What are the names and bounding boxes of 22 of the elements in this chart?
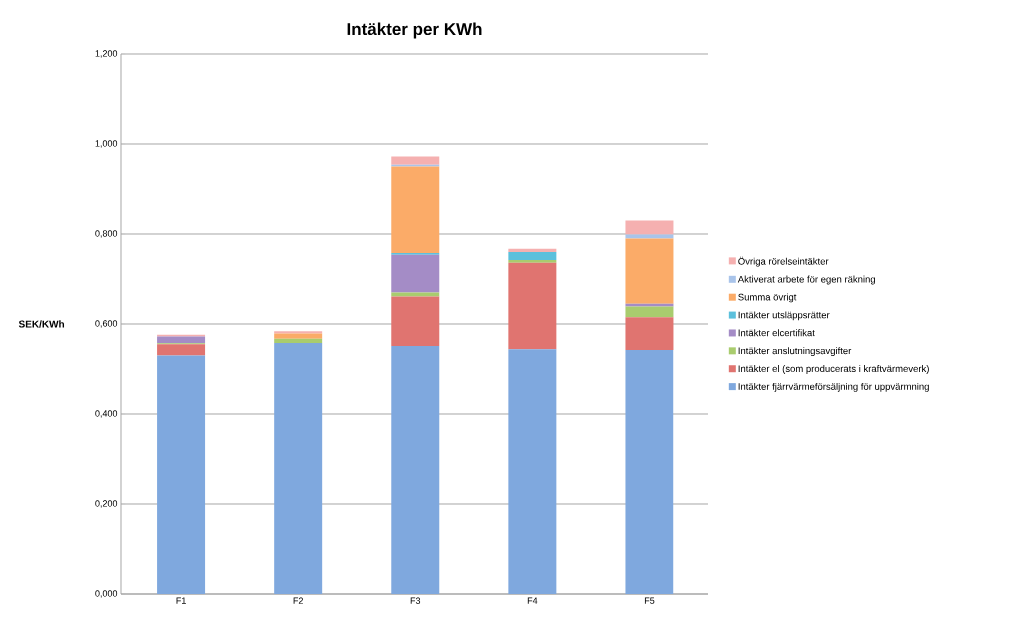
legend-label: Summa övrigt	[738, 293, 797, 303]
y-axis-title: SEK/KWh	[18, 320, 65, 328]
x-tick-label: F5	[644, 597, 655, 604]
y-tick-label: 0,800	[95, 230, 118, 238]
legend-label: Aktiverat arbete för egen räkning	[737, 275, 876, 285]
x-tick-label: F2	[293, 597, 303, 604]
x-tick-label: F3	[410, 597, 421, 604]
y-tick-label: 0,400	[95, 410, 118, 418]
y-tick-label: 1,200	[95, 50, 118, 58]
y-tick-label: 0,000	[95, 590, 118, 598]
x-tick-label: F1	[176, 597, 186, 604]
legend-label: Intäkter utsläppsrätter	[738, 311, 830, 321]
legend-label: Övriga rörelseintäkter	[738, 256, 829, 267]
legend-label: Intäkter el (som producerats i kraftvärmeverk)	[738, 365, 929, 374]
chart-title: Intäkter per KWh	[347, 22, 482, 39]
legend-label: Intäkter anslutningsavgifter	[738, 347, 852, 357]
y-tick-label: 1,000	[95, 140, 118, 148]
y-tick-label: 0,600	[95, 320, 118, 328]
legend-label: Intäkter fjärrvärmeförsäljning för uppvärmning	[738, 382, 929, 392]
y-tick-label: 0,200	[95, 500, 118, 508]
x-tick-label: F4	[527, 597, 538, 604]
legend-label: Intäkter elcertifikat	[738, 329, 815, 337]
